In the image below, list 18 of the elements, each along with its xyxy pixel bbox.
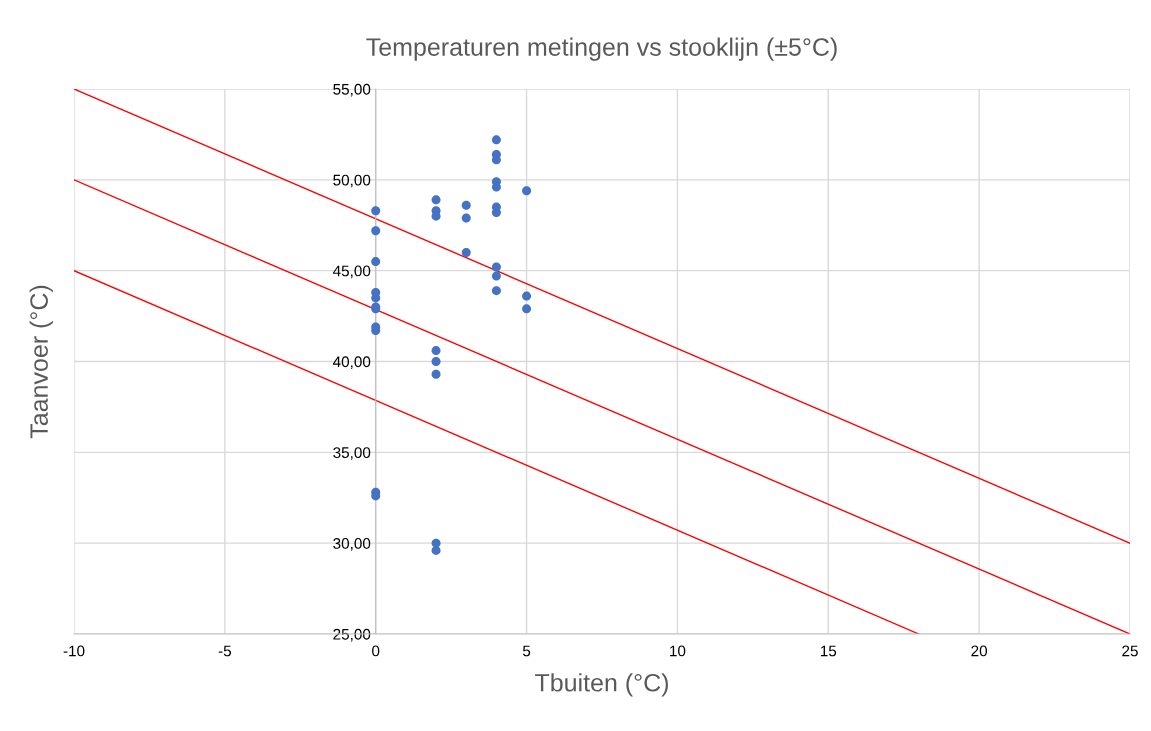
- x-tick-label: -5: [218, 645, 232, 657]
- y-tick-label: 35,00: [333, 447, 371, 460]
- y-tick-label: 50,00: [333, 174, 371, 188]
- x-tick-label: 0: [372, 645, 380, 657]
- x-tick-label: 25: [1122, 645, 1138, 657]
- x-tick-label: 15: [820, 645, 837, 657]
- y-tick-label: 30,00: [333, 538, 371, 551]
- chart-title: Temperaturen metingen vs stooklijn (±5°C): [366, 37, 837, 61]
- y-tick-label: 40,00: [332, 356, 371, 369]
- x-tick-label: 20: [971, 645, 988, 657]
- x-axis-title: Tbuiten (°C): [535, 673, 668, 697]
- x-tick-label: 5: [522, 645, 531, 657]
- y-tick-label: 55,00: [333, 83, 371, 97]
- y-tick-label: 45,00: [332, 265, 371, 279]
- y-axis-title: Taanvoer (°C): [29, 285, 53, 439]
- y-tick-label: 25,00: [333, 628, 371, 642]
- x-tick-label: -10: [63, 645, 85, 657]
- x-tick-label: 10: [670, 645, 686, 657]
